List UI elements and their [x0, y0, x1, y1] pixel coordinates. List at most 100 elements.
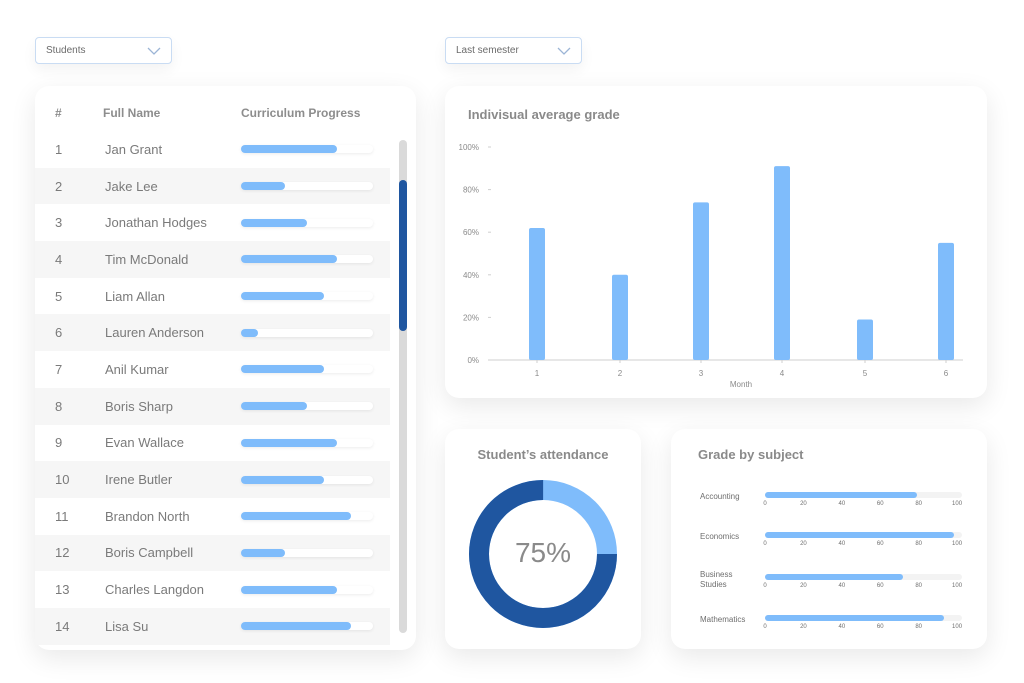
bar — [857, 319, 873, 360]
bar — [938, 242, 954, 360]
student-name: Jonathan Hodges — [105, 215, 207, 231]
progress-bar — [241, 402, 373, 411]
header-curriculum-progress: Curriculum Progress — [241, 106, 361, 120]
progress-bar — [241, 145, 373, 154]
progress-bar — [241, 548, 373, 557]
row-number: 1 — [55, 141, 63, 157]
tick-label: 80 — [915, 541, 922, 547]
student-name: Jake Lee — [105, 178, 158, 194]
table-row[interactable]: 10 Irene Butler — [35, 461, 390, 498]
progress-fill — [241, 255, 338, 264]
student-name: Boris Campbell — [105, 545, 194, 561]
row-number: 14 — [55, 618, 70, 634]
bar — [612, 274, 628, 360]
table-row[interactable]: 9 Evan Wallace — [35, 425, 390, 462]
table-row[interactable]: 8 Boris Sharp — [35, 387, 390, 425]
row-number: 3 — [55, 215, 63, 231]
progress-fill — [241, 328, 259, 337]
student-name: Boris Sharp — [105, 398, 173, 414]
progress-fill — [241, 182, 285, 191]
students-dropdown[interactable]: Students — [35, 37, 172, 64]
subject-axis-ticks: 0 20 40 60 80 100 — [763, 501, 962, 509]
bar — [774, 166, 790, 360]
subject-label: Economics — [700, 532, 740, 541]
progress-fill — [241, 365, 325, 374]
tick-label: 40 — [838, 583, 846, 589]
subject-bar-track — [765, 615, 962, 621]
students-table-card: # Full Name Curriculum Progress 1 Jan Gra… — [35, 86, 416, 650]
progress-fill — [241, 292, 325, 301]
tick-label: 0 — [763, 583, 767, 589]
student-name: Irene Butler — [105, 472, 173, 488]
table-row[interactable]: 11 Brandon North — [35, 498, 390, 535]
table-row[interactable]: 6 Lauren Anderson — [35, 314, 390, 352]
tick-label: 20 — [800, 501, 807, 507]
subject-axis-ticks: 0 20 40 60 80 100 — [763, 624, 963, 632]
progress-bar — [241, 585, 373, 594]
student-name: Liam Allan — [105, 288, 165, 304]
subject-axis-ticks: 0 20 40 60 80 100 — [763, 583, 962, 591]
tick-label: 60 — [876, 624, 884, 630]
subject-bar-track — [765, 574, 962, 580]
subject-label: Business Studies — [700, 570, 733, 589]
table-row[interactable]: 5 Liam Allan — [35, 278, 390, 315]
row-number: 12 — [55, 545, 70, 561]
tick-label: 80 — [915, 501, 922, 507]
y-tick-label: 40% — [463, 271, 479, 280]
table-header: # Full Name Curriculum Progress — [35, 106, 416, 122]
progress-fill — [241, 145, 338, 154]
x-tick-label: 4 — [780, 369, 785, 378]
header-full-name: Full Name — [103, 106, 161, 120]
progress-fill — [241, 438, 338, 447]
table-row[interactable]: 1 Jan Grant — [35, 131, 390, 168]
period-dropdown[interactable]: Last semester — [445, 37, 582, 64]
attendance-percent: 75% — [514, 537, 572, 568]
progress-fill — [241, 218, 307, 227]
donut-attended — [469, 480, 617, 628]
progress-bar — [241, 512, 373, 521]
x-tick-label: 6 — [944, 369, 949, 378]
table-row[interactable]: 12 Boris Campbell — [35, 534, 390, 572]
scrollbar-thumb[interactable] — [399, 180, 407, 331]
x-axis-label: Month — [730, 380, 752, 389]
row-number: 13 — [55, 582, 70, 598]
tick-label: 40 — [838, 541, 846, 547]
y-tick-label: 60% — [463, 228, 479, 237]
progress-bar — [241, 365, 373, 374]
bar — [529, 227, 545, 360]
subject-bar-track — [765, 532, 962, 538]
tick-label: 60 — [876, 541, 884, 547]
tick-label: 100 — [952, 624, 963, 630]
tick-label: 20 — [800, 583, 807, 589]
row-number: 4 — [55, 251, 63, 267]
progress-bar — [241, 328, 373, 337]
x-tick-label: 1 — [535, 369, 540, 378]
progress-bar — [241, 475, 373, 484]
tick-label: 60 — [876, 501, 884, 507]
tick-label: 0 — [763, 624, 767, 630]
attendance-donut-chart — [469, 480, 617, 628]
chevron-down-icon — [557, 47, 571, 55]
subject-axis-ticks: 0 20 40 60 80 100 — [763, 541, 962, 549]
progress-bar — [241, 622, 373, 631]
table-row[interactable]: 13 Charles Langdon — [35, 571, 390, 608]
table-row[interactable]: 4 Tim McDonald — [35, 241, 390, 278]
subject-bar — [765, 532, 955, 538]
row-number: 2 — [55, 178, 63, 194]
students-dropdown-value: Students — [46, 45, 86, 56]
tick-label: 60 — [876, 583, 884, 589]
row-number: 10 — [55, 472, 70, 488]
progress-fill — [241, 402, 307, 411]
table-row[interactable]: 3 Jonathan Hodges — [35, 204, 390, 241]
scrollbar-track[interactable] — [399, 140, 407, 633]
table-row[interactable]: 14 Lisa Su — [35, 607, 390, 645]
table-row[interactable]: 2 Jake Lee — [35, 167, 390, 205]
progress-fill — [241, 585, 338, 594]
attendance-card: Student’s attendance 75% — [445, 429, 641, 649]
progress-fill — [241, 475, 325, 484]
tick-label: 20 — [800, 541, 807, 547]
row-number: 8 — [55, 398, 63, 414]
table-row[interactable]: 7 Anil Kumar — [35, 351, 390, 388]
student-name: Anil Kumar — [105, 361, 169, 377]
tick-label: 20 — [800, 624, 807, 630]
